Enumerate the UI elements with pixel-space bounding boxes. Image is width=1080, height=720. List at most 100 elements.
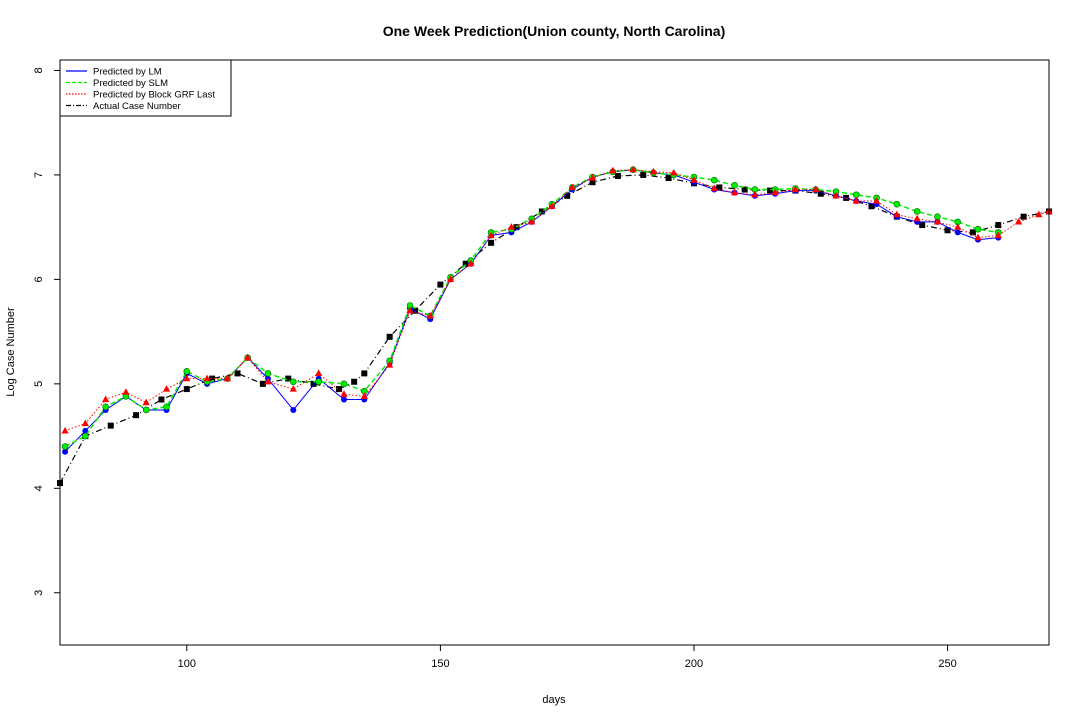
legend-label: Predicted by Block GRF Last	[93, 90, 215, 101]
data-point-actual	[538, 208, 545, 215]
data-point-grf	[1014, 217, 1023, 225]
data-point-grf	[730, 188, 739, 196]
data-point-slm	[974, 225, 982, 233]
data-point-slm	[893, 200, 901, 208]
data-point-grf	[360, 392, 368, 399]
x-tick-label: 250	[938, 658, 956, 670]
data-point-lm	[954, 229, 961, 236]
data-point-grf	[629, 165, 637, 173]
data-point-lm	[62, 448, 69, 455]
data-point-grf	[568, 183, 576, 191]
data-point-grf	[832, 191, 840, 199]
series-predicted-by-block-grf-last	[61, 165, 1053, 434]
data-point-actual	[259, 380, 266, 387]
data-point-grf	[548, 202, 556, 209]
data-point-actual	[351, 378, 358, 385]
data-point-grf	[933, 217, 942, 225]
data-point-slm	[61, 443, 69, 450]
x-axis-title: days	[542, 694, 566, 706]
y-tick-label: 8	[33, 67, 45, 73]
data-point-actual	[817, 190, 824, 197]
series-line-actual	[59, 174, 1050, 484]
legend-item-actual: Actual Case Number	[66, 101, 181, 112]
y-axis-title: Log Case Number	[5, 307, 17, 397]
x-tick-label: 100	[178, 658, 196, 670]
data-point-lm	[290, 406, 297, 413]
y-tick-label: 6	[33, 276, 45, 282]
data-point-grf	[289, 385, 297, 392]
data-point-actual	[640, 171, 647, 178]
data-point-grf	[203, 374, 211, 382]
data-point-grf	[315, 369, 323, 376]
data-point-grf	[426, 311, 434, 319]
data-point-grf	[974, 233, 982, 241]
data-point-actual	[1020, 213, 1027, 220]
data-point-grf	[122, 388, 130, 395]
data-point-slm	[290, 378, 297, 386]
data-point-slm	[82, 432, 89, 440]
legend-item-slm: Predicted by SLM	[66, 78, 168, 89]
data-point-actual	[437, 281, 444, 288]
data-point-grf	[690, 176, 698, 183]
data-point-grf	[609, 166, 617, 174]
y-axis: 3 4 5 6 7 8	[33, 67, 60, 596]
data-point-slm	[102, 403, 109, 411]
data-point-actual	[716, 184, 723, 191]
data-point-actual	[488, 239, 495, 246]
data-point-slm	[852, 191, 860, 199]
data-point-grf	[771, 188, 779, 196]
data-point-slm	[731, 182, 738, 189]
y-tick-label: 4	[33, 485, 45, 491]
data-point-grf	[102, 395, 110, 403]
data-point-grf	[710, 184, 718, 192]
data-point-actual	[107, 422, 114, 429]
data-point-actual	[767, 187, 774, 194]
data-point-grf	[954, 223, 962, 230]
legend-box	[59, 59, 232, 117]
data-point-actual	[361, 370, 368, 377]
data-point-grf	[1035, 210, 1043, 218]
data-point-actual	[310, 380, 317, 387]
data-point-grf	[913, 214, 921, 222]
data-point-actual	[209, 375, 216, 382]
x-tick-label: 150	[431, 658, 449, 670]
data-point-slm	[913, 208, 921, 215]
x-axis: 100 150 200 250	[178, 645, 957, 670]
data-point-actual	[285, 375, 292, 382]
data-point-grf	[872, 197, 881, 204]
data-point-grf	[467, 259, 475, 267]
data-point-actual	[386, 333, 393, 340]
data-point-actual	[589, 179, 596, 186]
plot-area	[57, 165, 1053, 487]
legend-label: Actual Case Number	[93, 101, 181, 112]
data-point-actual	[158, 396, 165, 403]
data-point-actual	[919, 222, 926, 229]
data-point-actual	[614, 172, 621, 179]
series-line-lm	[64, 169, 999, 453]
data-point-actual	[564, 192, 571, 199]
data-point-slm	[710, 176, 718, 184]
data-point-grf	[588, 174, 597, 181]
data-point-grf	[340, 390, 348, 397]
data-point-grf	[183, 374, 191, 382]
data-point-actual	[234, 370, 241, 377]
data-point-grf	[386, 361, 394, 368]
legend-item-grf: Predicted by Block GRF Last	[66, 90, 215, 101]
data-point-actual	[462, 260, 469, 267]
legend-item-lm: Predicted by LM	[66, 67, 162, 78]
data-point-grf	[507, 223, 515, 230]
data-point-grf	[812, 185, 820, 193]
data-point-grf	[852, 197, 860, 204]
data-point-actual	[741, 186, 748, 193]
data-point-grf	[142, 398, 150, 406]
data-point-grf	[751, 190, 759, 198]
data-point-grf	[162, 385, 171, 392]
data-point-slm	[340, 380, 348, 388]
data-point-grf	[791, 185, 800, 193]
data-point-actual	[335, 386, 342, 393]
data-point-grf	[446, 275, 455, 282]
data-point-actual	[969, 229, 976, 236]
